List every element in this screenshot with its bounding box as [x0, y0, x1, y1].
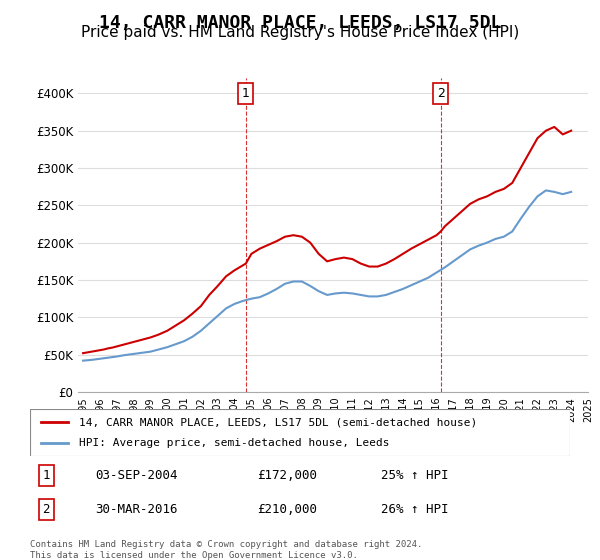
Text: 03-SEP-2004: 03-SEP-2004	[95, 469, 178, 482]
Text: 26% ↑ HPI: 26% ↑ HPI	[381, 503, 449, 516]
Text: 2: 2	[43, 503, 50, 516]
Text: Contains HM Land Registry data © Crown copyright and database right 2024.
This d: Contains HM Land Registry data © Crown c…	[30, 540, 422, 560]
Text: £172,000: £172,000	[257, 469, 317, 482]
Text: 2: 2	[437, 87, 445, 100]
Text: 25% ↑ HPI: 25% ↑ HPI	[381, 469, 449, 482]
Text: 14, CARR MANOR PLACE, LEEDS, LS17 5DL (semi-detached house): 14, CARR MANOR PLACE, LEEDS, LS17 5DL (s…	[79, 417, 477, 427]
Text: 14, CARR MANOR PLACE, LEEDS, LS17 5DL: 14, CARR MANOR PLACE, LEEDS, LS17 5DL	[99, 14, 501, 32]
FancyBboxPatch shape	[30, 409, 570, 456]
Text: 30-MAR-2016: 30-MAR-2016	[95, 503, 178, 516]
Text: 1: 1	[242, 87, 250, 100]
Text: Price paid vs. HM Land Registry's House Price Index (HPI): Price paid vs. HM Land Registry's House …	[81, 25, 519, 40]
Text: £210,000: £210,000	[257, 503, 317, 516]
Text: HPI: Average price, semi-detached house, Leeds: HPI: Average price, semi-detached house,…	[79, 438, 389, 448]
Text: 1: 1	[43, 469, 50, 482]
